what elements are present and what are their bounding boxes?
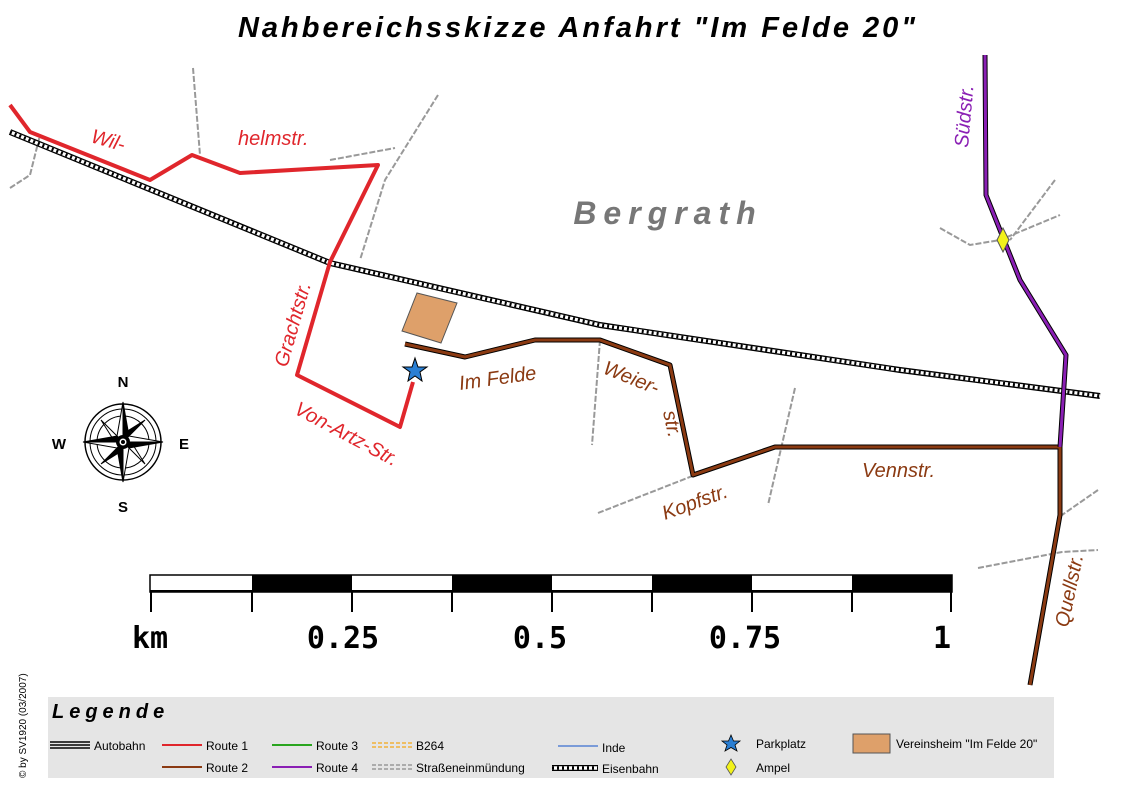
legend-label-route-4: Route 4 (316, 761, 358, 775)
legend-label-inde: Inde (602, 741, 626, 755)
legend-label-autobahn: Autobahn (94, 739, 145, 753)
legend-label-parkplatz: Parkplatz (756, 737, 806, 751)
street-label-vennstr: Vennstr. (862, 460, 935, 482)
copyright-note: © by SV1920 (03/2007) (18, 673, 29, 778)
place-name: Bergrath (573, 195, 762, 231)
legend-symbol-vereinsheim (852, 733, 891, 754)
scale-tick-label: 0.5 (513, 621, 567, 656)
street-label-kopfstr: Kopfstr. (659, 481, 731, 525)
legend-label-ampel: Ampel (756, 761, 790, 775)
route-1-path (8, 103, 415, 429)
map-title: Nahbereichsskizze Anfahrt "Im Felde 20" (238, 12, 918, 44)
street-label-suedstr: Südstr. (951, 84, 978, 148)
scale-tick-label: 0.75 (709, 621, 781, 656)
legend-title: Legende (52, 701, 169, 723)
legend-label-strasseneinmuendung: Straßeneinmündung (416, 761, 525, 775)
legend-label-route-1: Route 1 (206, 739, 248, 753)
vereinsheim-building (401, 292, 458, 344)
railway-line (8, 129, 1101, 399)
legend-parkplatz-star-icon (720, 733, 742, 752)
legend-symbol-strasseneinmuendung (372, 764, 412, 770)
street-label-von-artz-str: Von-Artz-Str. (291, 398, 402, 471)
compass-east-label: E (179, 436, 189, 453)
legend-symbol-autobahn (50, 741, 90, 749)
legend-label-eisenbahn: Eisenbahn (602, 762, 659, 776)
street-label-wilhelmstr-1: Wil- (89, 126, 128, 157)
compass-west-label: W (52, 436, 67, 453)
scale-bar (149, 574, 953, 612)
street-label-wilhelmstr-2: helmstr. (238, 128, 308, 150)
street-label-im-felde: Im Felde (458, 362, 538, 395)
street-label-grachtstr: Grachtstr. (271, 280, 316, 370)
street-label-weierstr-2: str. (658, 408, 685, 439)
scale-unit-label: km (132, 621, 168, 656)
compass-north-label: N (118, 374, 129, 391)
legend-symbol-b264 (372, 742, 412, 748)
street-label-weierstr-1: Weier- (600, 357, 662, 399)
scale-tick-label: 1 (933, 621, 951, 656)
legend-label-route-2: Route 2 (206, 761, 248, 775)
legend-label-vereinsheim: Vereinsheim "Im Felde 20" (896, 737, 1037, 751)
scale-tick-label: 0.25 (307, 621, 379, 656)
street-junction-lines (9, 67, 1099, 569)
legend-label-route-3: Route 3 (316, 739, 358, 753)
legend-panel: Legende Autobahn Route 1 Route 2 Route 3… (48, 697, 1054, 778)
ampel-diamond-icon (996, 226, 1010, 254)
compass-rose-icon (82, 401, 164, 483)
parkplatz-star-icon (401, 356, 429, 383)
compass-south-label: S (118, 499, 128, 516)
street-label-quellstr: Quellstr. (1051, 552, 1088, 629)
legend-ampel-diamond-icon (725, 758, 737, 776)
legend-label-b264: B264 (416, 739, 444, 753)
